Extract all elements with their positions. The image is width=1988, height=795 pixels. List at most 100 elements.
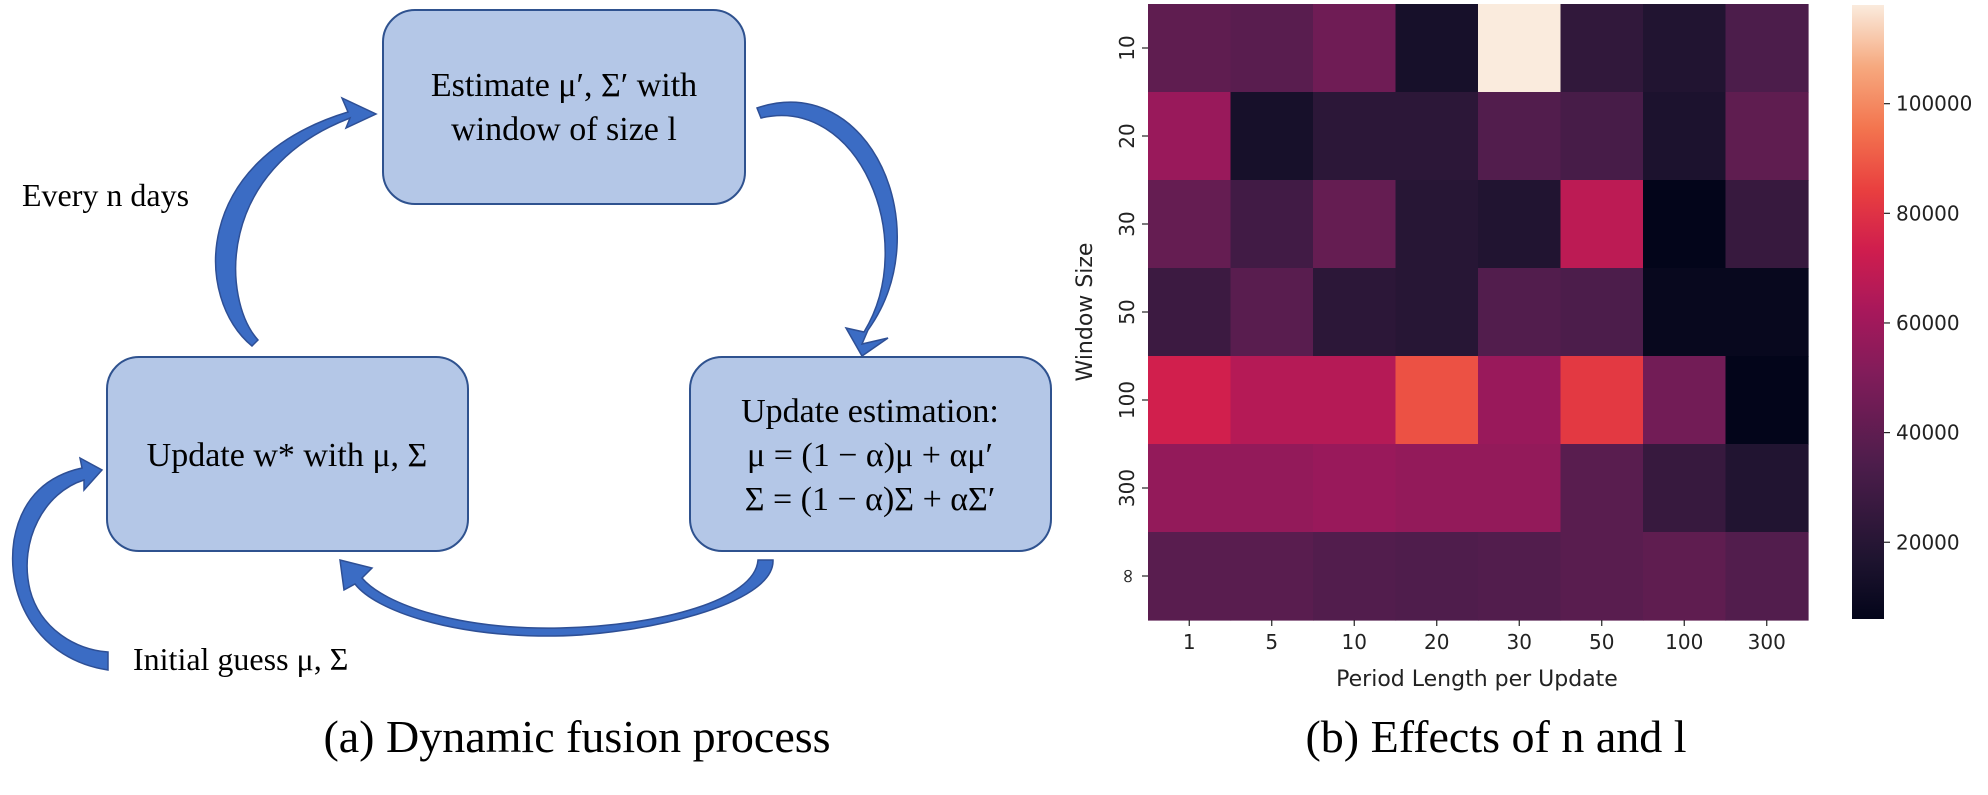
heatmap-cell	[1725, 4, 1809, 93]
heatmap-cell	[1395, 180, 1479, 269]
heatmap-cell	[1313, 92, 1397, 181]
x-tick-label: 5	[1265, 630, 1278, 654]
x-tick-label: 50	[1589, 630, 1614, 654]
initial-guess-label: Initial guess μ, Σ	[133, 641, 348, 677]
colorbar-tick-label: 100000	[1896, 92, 1972, 116]
heatmap-cell	[1478, 180, 1562, 269]
heatmap-cell	[1313, 180, 1397, 269]
y-tick-label: 20	[1115, 123, 1139, 148]
heatmap-cell	[1148, 356, 1232, 445]
estimate-box-line1: Estimate μ′, Σ′ with	[431, 67, 697, 104]
heatmap-cell	[1478, 268, 1562, 357]
heatmap-cell	[1230, 356, 1314, 445]
x-tick-label: 100	[1665, 630, 1703, 654]
heatmap-cell	[1725, 356, 1809, 445]
update-estimation-box-line3: Σ = (1 − α)Σ + αΣ′	[745, 481, 996, 518]
heatmap-cell	[1643, 268, 1727, 357]
colorbar-tick-label: 40000	[1896, 421, 1960, 445]
colorbar-ticks: 20000 40000 60000 80000 100000	[1884, 92, 1972, 554]
panel-a-diagram: Estimate μ′, Σ′ with window of size l Up…	[11, 9, 1052, 762]
heatmap-cell	[1230, 180, 1314, 269]
caption-a: (a) Dynamic fusion process	[323, 711, 830, 762]
y-tick-label: 10	[1115, 35, 1139, 60]
heatmap-cell	[1230, 4, 1314, 93]
heatmap-cell	[1148, 268, 1232, 357]
heatmap-cell	[1148, 532, 1232, 621]
heatmap-cell	[1230, 444, 1314, 533]
arrow-update-estimation-to-update-w	[339, 559, 774, 637]
heatmap-cell	[1560, 532, 1644, 621]
heatmap-cell	[1725, 92, 1809, 181]
y-tick-label: 100	[1115, 381, 1139, 419]
heatmap-cell	[1643, 444, 1727, 533]
heatmap-cell	[1230, 92, 1314, 181]
heatmap-cell	[1643, 356, 1727, 445]
heatmap-cell	[1313, 356, 1397, 445]
heatmap-cell	[1395, 4, 1479, 93]
heatmap-cell	[1395, 444, 1479, 533]
x-axis-label: Period Length per Update	[1336, 667, 1618, 692]
heatmap-cell	[1148, 4, 1232, 93]
x-axis-ticks: 1 5 10 20 30 50 100 300	[1183, 620, 1786, 654]
heatmap-cell	[1560, 4, 1644, 93]
heatmap-cell	[1313, 444, 1397, 533]
heatmap-cell	[1643, 180, 1727, 269]
y-axis-label: Window Size	[1073, 243, 1098, 382]
heatmap-cell	[1725, 180, 1809, 269]
y-axis-ticks: 10 20 30 50 100 300 ∞	[1115, 35, 1148, 584]
update-estimation-box-line2: μ = (1 − α)μ + αμ′	[747, 437, 993, 474]
colorbar	[1852, 5, 1884, 619]
x-tick-label: 30	[1507, 630, 1532, 654]
heatmap-cell	[1643, 92, 1727, 181]
update-estimation-box	[689, 356, 1052, 552]
arrow-estimate-to-update-estimation	[756, 101, 898, 358]
colorbar-tick-label: 60000	[1896, 311, 1960, 335]
heatmap-cell	[1725, 532, 1809, 621]
heatmap-cell	[1395, 92, 1479, 181]
heatmap-cell	[1395, 356, 1479, 445]
heatmap-cell	[1725, 268, 1809, 357]
heatmap-cell	[1313, 4, 1397, 93]
x-tick-label: 300	[1748, 630, 1786, 654]
heatmap-cell	[1478, 4, 1562, 93]
estimate-box-line2: window of size l	[451, 111, 677, 148]
heatmap-cell	[1313, 268, 1397, 357]
heatmap-cells	[1148, 4, 1809, 621]
heatmap-cell	[1560, 180, 1644, 269]
heatmap-cell	[1560, 356, 1644, 445]
update-w-box	[106, 356, 469, 552]
y-tick-label: 30	[1115, 211, 1139, 236]
heatmap-cell	[1395, 268, 1479, 357]
heatmap-cell	[1560, 92, 1644, 181]
x-tick-label: 10	[1342, 630, 1367, 654]
heatmap-cell	[1313, 532, 1397, 621]
colorbar-tick-label: 80000	[1896, 201, 1960, 225]
heatmap-cell	[1478, 532, 1562, 621]
heatmap-cell	[1643, 4, 1727, 93]
heatmap-cell	[1478, 356, 1562, 445]
heatmap-cell	[1148, 180, 1232, 269]
update-estimation-box-line1: Update estimation:	[741, 393, 999, 430]
estimate-box	[382, 9, 746, 205]
x-tick-label: 20	[1424, 630, 1449, 654]
heatmap-cell	[1395, 532, 1479, 621]
y-tick-label: 300	[1115, 469, 1139, 507]
heatmap-cell	[1148, 444, 1232, 533]
every-n-days-label: Every n days	[22, 177, 189, 213]
y-tick-label: 50	[1115, 299, 1139, 324]
y-tick-label: ∞	[1115, 568, 1139, 585]
update-w-box-line1: Update w* with μ, Σ	[147, 437, 428, 474]
colorbar-tick-label: 20000	[1896, 530, 1960, 554]
heatmap-cell	[1478, 444, 1562, 533]
arrow-initial-to-update-w	[11, 456, 109, 671]
arrow-update-w-to-estimate	[214, 96, 378, 348]
heatmap-cell	[1560, 444, 1644, 533]
heatmap-cell	[1725, 444, 1809, 533]
x-tick-label: 1	[1183, 630, 1196, 654]
heatmap-cell	[1230, 532, 1314, 621]
heatmap-cell	[1230, 268, 1314, 357]
caption-b: (b) Effects of n and l	[1305, 711, 1686, 762]
heatmap-cell	[1478, 92, 1562, 181]
heatmap-cell	[1148, 92, 1232, 181]
